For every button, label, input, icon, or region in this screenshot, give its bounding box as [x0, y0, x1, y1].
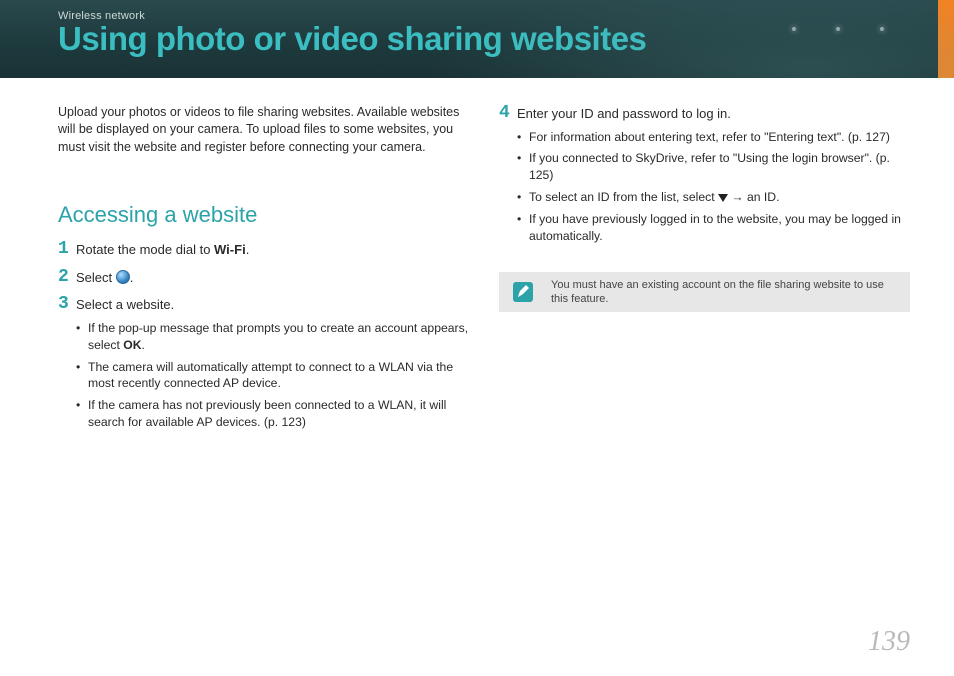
step-1: 1 Rotate the mode dial to Wi-Fi.: [58, 240, 469, 260]
down-triangle-icon: [718, 194, 728, 202]
sub-text: If you have previously logged in to the …: [529, 212, 901, 243]
step-text-after: .: [246, 242, 250, 257]
sub-text: To select an ID from the list, select: [529, 190, 718, 204]
intro-paragraph: Upload your photos or videos to file sha…: [58, 104, 469, 156]
content-columns: Upload your photos or videos to file sha…: [0, 78, 954, 444]
sub-text: If the camera has not previously been co…: [88, 398, 446, 429]
step-body: Select a website. If the pop-up message …: [76, 295, 469, 436]
page-header: Wireless network Using photo or video sh…: [0, 0, 954, 78]
note-box: You must have an existing account on the…: [499, 272, 910, 313]
decorative-dots: [752, 18, 884, 36]
list-item: If you have previously logged in to the …: [517, 211, 910, 245]
list-item: The camera will automatically attempt to…: [76, 359, 469, 393]
sub-bold: OK: [123, 338, 141, 352]
page-number: 139: [868, 626, 910, 658]
step-3: 3 Select a website. If the pop-up messag…: [58, 295, 469, 436]
sub-text: If you connected to SkyDrive, refer to "…: [529, 151, 890, 182]
wifi-icon-label: Wi-Fi: [214, 242, 246, 257]
list-item: If the camera has not previously been co…: [76, 397, 469, 431]
pen-icon: [507, 276, 539, 308]
step-text: Select: [76, 270, 116, 285]
step-body: Select .: [76, 268, 133, 287]
note-text: You must have an existing account on the…: [551, 272, 910, 313]
accent-tab: [938, 0, 954, 78]
sub-list: If the pop-up message that prompts you t…: [76, 320, 469, 431]
step-number: 2: [58, 268, 76, 288]
right-column: 4 Enter your ID and password to log in. …: [499, 104, 910, 444]
globe-icon: [116, 270, 130, 284]
step-text: Enter your ID and password to log in.: [517, 106, 731, 121]
step-body: Enter your ID and password to log in. Fo…: [517, 104, 910, 250]
step-text: Rotate the mode dial to: [76, 242, 214, 257]
left-column: Upload your photos or videos to file sha…: [58, 104, 469, 444]
step-number: 1: [58, 240, 76, 260]
step-2: 2 Select .: [58, 268, 469, 288]
list-item: If the pop-up message that prompts you t…: [76, 320, 469, 354]
step-body: Rotate the mode dial to Wi-Fi.: [76, 240, 249, 259]
sub-text-post: .: [142, 338, 145, 352]
list-item: For information about entering text, ref…: [517, 129, 910, 146]
sub-text: For information about entering text, ref…: [529, 130, 890, 144]
list-item: If you connected to SkyDrive, refer to "…: [517, 150, 910, 184]
sub-text-post: → an ID.: [728, 190, 779, 204]
sub-text: If the pop-up message that prompts you t…: [88, 321, 468, 352]
step-text-after: .: [130, 270, 134, 285]
step-4: 4 Enter your ID and password to log in. …: [499, 104, 910, 250]
step-text: Select a website.: [76, 297, 174, 312]
step-number: 4: [499, 104, 517, 124]
sub-text: The camera will automatically attempt to…: [88, 360, 453, 391]
section-heading: Accessing a website: [58, 202, 469, 228]
sub-list: For information about entering text, ref…: [517, 129, 910, 245]
list-item: To select an ID from the list, select → …: [517, 189, 910, 206]
step-number: 3: [58, 295, 76, 315]
